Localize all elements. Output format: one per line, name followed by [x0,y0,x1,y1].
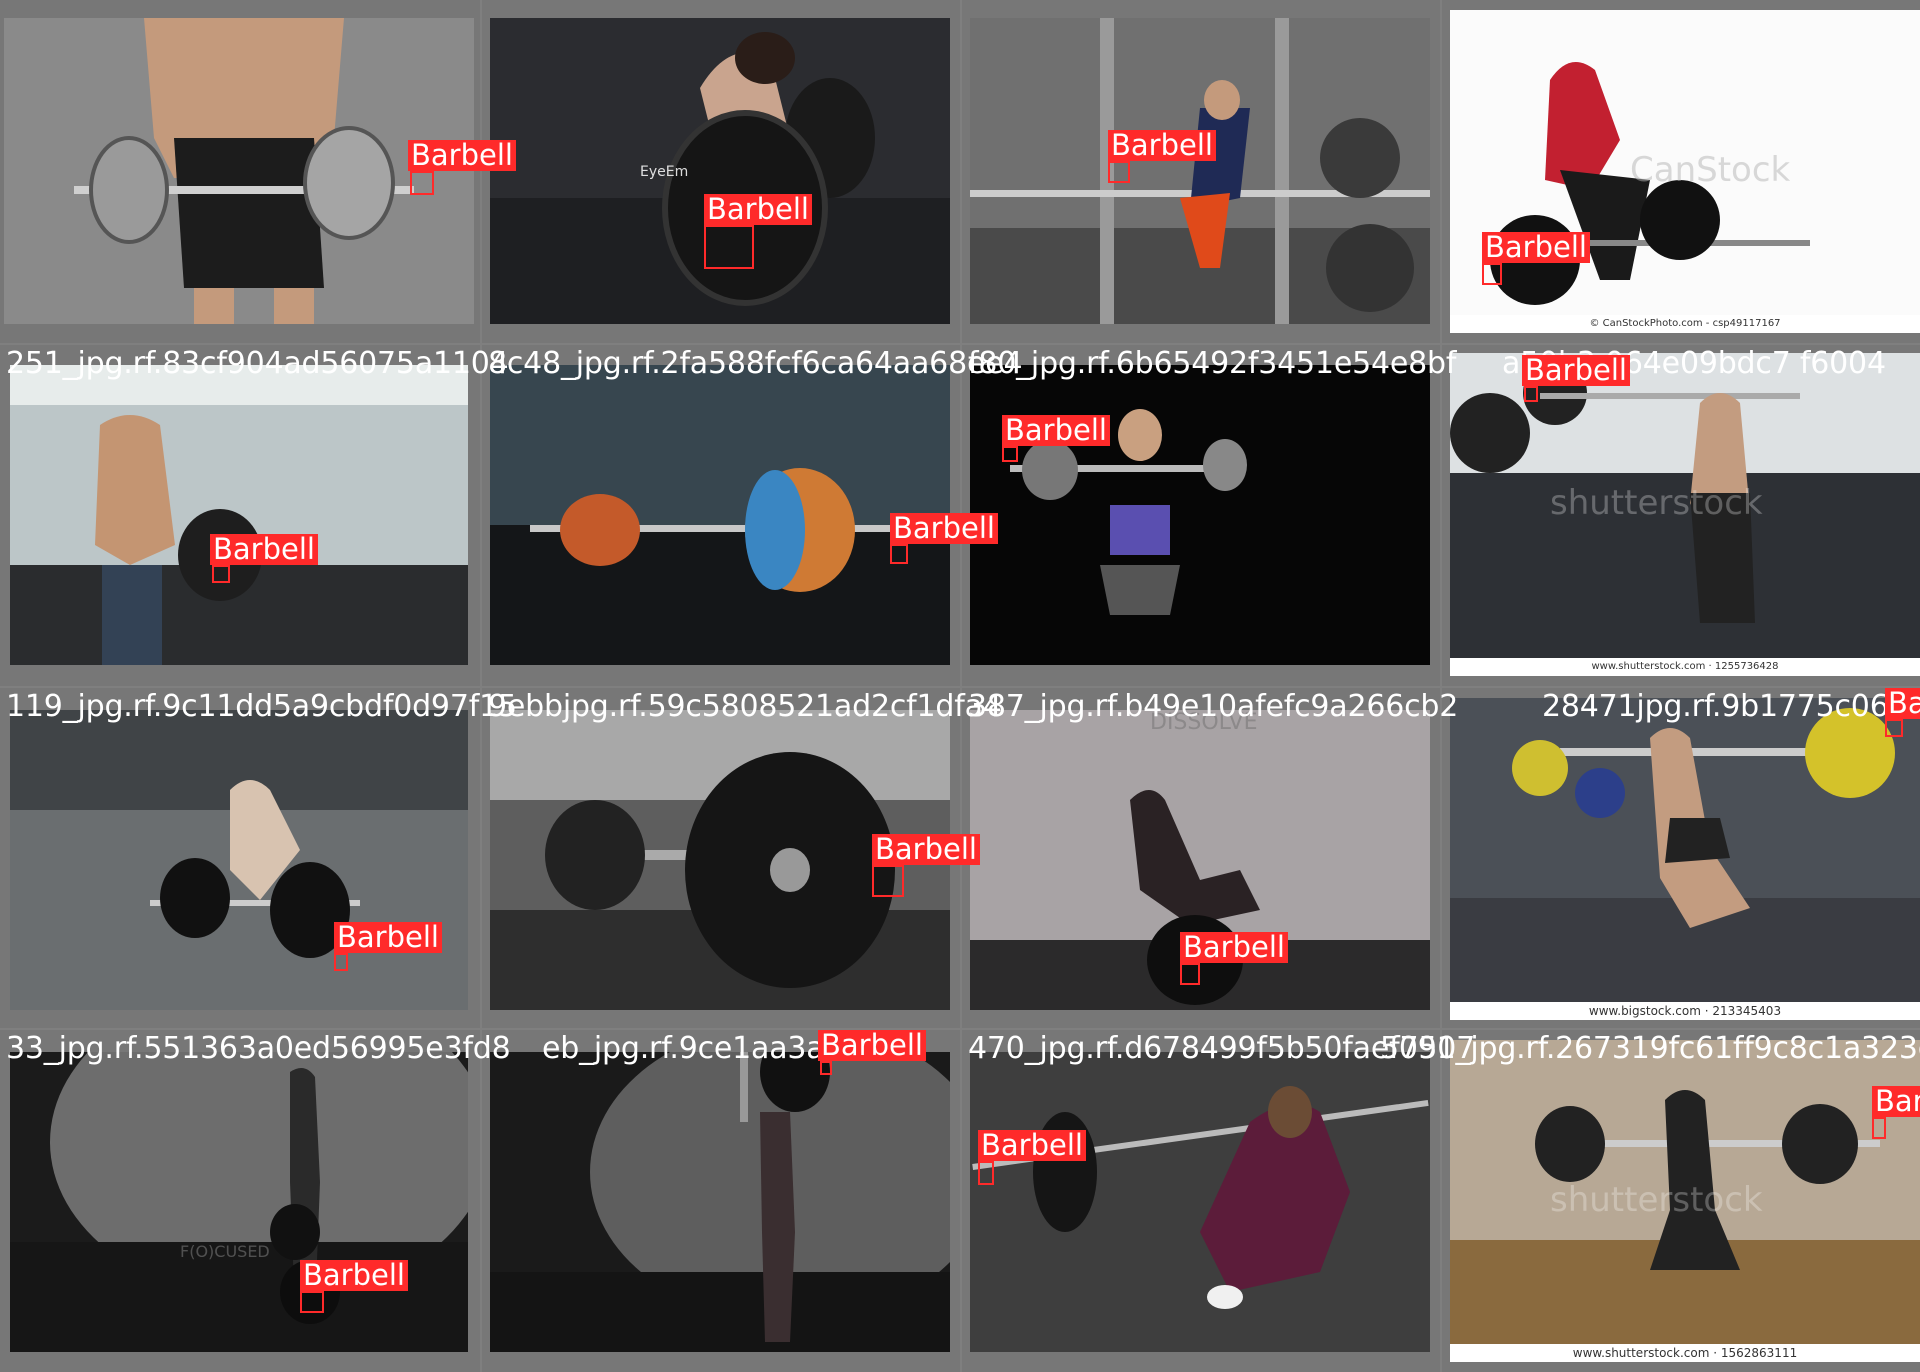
tile-7: f80_jpg.rf.6b65492f3451e54e8bf Barbell [962,345,1456,686]
photo: F(O)CUSED [10,1052,468,1352]
tile-13: F(O)CUSED 33_jpg.rf.551363a0ed56995e3fd8… [0,1030,511,1372]
watermark-text: DISSOLVE [1150,710,1258,735]
tile-2: EyeEm Barbell [482,0,960,343]
tile-9: 119_jpg.rf.9c11dd5a9cbdf0d97f15 Barbell [0,688,517,1028]
tile-16: shutterstock www.shutterstock.com · 1562… [1380,1030,1920,1372]
tile-15: 470_jpg.rf.d678499f5b50faef7507 Barbell [962,1030,1475,1372]
tile-4: CanStock © CanStockPhoto.com - csp491171… [1442,0,1920,343]
detection-label: Bar [1872,1086,1920,1117]
tile-5: 251_jpg.rf.83cf904ad56075a1104 Barbell [0,345,509,686]
photo: www.bigstock.com · 213345403 [1450,698,1920,1020]
image-filename: f80_jpg.rf.6b65492f3451e54e8bf [968,346,1457,381]
watermark-text: shutterstock [1550,483,1763,523]
detection-label: Barbell [704,194,812,225]
bounding-box [1885,719,1903,737]
photo [970,365,1430,665]
tile-6: 8c48_jpg.rf.2fa588fcf6ca64aa68ee4 Barbel… [482,345,1023,686]
photo [970,1052,1430,1352]
bounding-box [334,953,348,971]
watermark-text: CanStock [1630,150,1791,190]
detection-label: Barbell [1482,232,1590,263]
bounding-box [978,1161,994,1185]
detection-label: Barbell [1180,932,1288,963]
tile-3: Barbell [962,0,1440,343]
photo [490,1052,950,1352]
photo: DISSOLVE [970,710,1430,1010]
detection-label: Barbell [872,834,980,865]
bounding-box [1872,1117,1886,1139]
tile-14: eb_jpg.rf.9ce1aa3acb6 Barbell [482,1030,960,1372]
detection-label: Barbell [334,922,442,953]
detection-label: Barbell [1002,415,1110,446]
image-filename: 387_jpg.rf.b49e10afefc9a266cb2 [968,689,1459,724]
photo-credit: © CanStockPhoto.com - csp49117167 [1450,315,1920,333]
detection-label: Barbell [978,1130,1086,1161]
photo [4,18,474,324]
detection-label: Ba [1885,688,1920,719]
bounding-box [1002,446,1018,462]
bounding-box [300,1291,324,1313]
image-filename: 5091_jpg.rf.267319fc61ff9c8c1a323e [1380,1031,1920,1066]
watermark-text: EyeEm [640,164,689,180]
photo [490,710,950,1010]
detection-label: Barbell [1108,130,1216,161]
photo [10,710,468,1010]
image-filename: 8c48_jpg.rf.2fa588fcf6ca64aa68ee4 [488,346,1023,381]
photo [970,18,1430,324]
bounding-box [820,1061,832,1075]
watermark-text: F(O)CUSED [180,1242,270,1261]
tile-8: shutterstock www.shutterstock.com · 1255… [1442,345,1920,686]
detection-label: Barbell [818,1030,926,1061]
bounding-box [872,865,904,897]
photo: EyeEm [490,18,950,324]
bounding-box [1482,263,1502,285]
image-filename: 251_jpg.rf.83cf904ad56075a1104 [6,346,509,381]
photo [10,365,468,665]
detection-label: Barbell [1522,355,1630,386]
tile-12: www.bigstock.com · 213345403 28471jpg.rf… [1442,688,1920,1028]
detection-label: Barbell [300,1260,408,1291]
tile-10: 9ebbjpg.rf.59c5808521ad2cf1dfa4 Barbell [482,688,1002,1028]
bounding-box [410,171,434,195]
detection-label: Barbell [210,534,318,565]
photo-credit: www.shutterstock.com · 1255736428 [1450,658,1920,676]
detection-label: Barbell [408,140,516,171]
image-filename: 28471jpg.rf.9b1775c0630a64676 [1542,689,1920,724]
bounding-box [1108,161,1130,183]
bounding-box [704,225,754,269]
image-filename: 119_jpg.rf.9c11dd5a9cbdf0d97f15 [6,689,517,724]
tile-11: DISSOLVE 387_jpg.rf.b49e10afefc9a266cb2 … [962,688,1458,1028]
photo: CanStock © CanStockPhoto.com - csp491171… [1450,10,1920,333]
detection-label: Barbell [890,513,998,544]
image-filename: 33_jpg.rf.551363a0ed56995e3fd8 [6,1031,511,1066]
image-filename: 470_jpg.rf.d678499f5b50faef7507 [968,1031,1476,1066]
photo [490,365,950,665]
photo: shutterstock www.shutterstock.com · 1255… [1450,353,1920,676]
photo-credit: www.bigstock.com · 213345403 [1450,1002,1920,1020]
bounding-box [890,544,908,564]
bounding-box [212,565,230,583]
bounding-box [1524,386,1538,402]
watermark-text: shutterstock [1550,1180,1763,1220]
photo: shutterstock www.shutterstock.com · 1562… [1450,1040,1920,1362]
photo-credit: www.shutterstock.com · 1562863111 [1450,1344,1920,1362]
tile-1: Barbell [0,0,516,343]
image-filename: 9ebbjpg.rf.59c5808521ad2cf1dfa4 [488,689,1002,724]
bounding-box [1180,963,1200,985]
